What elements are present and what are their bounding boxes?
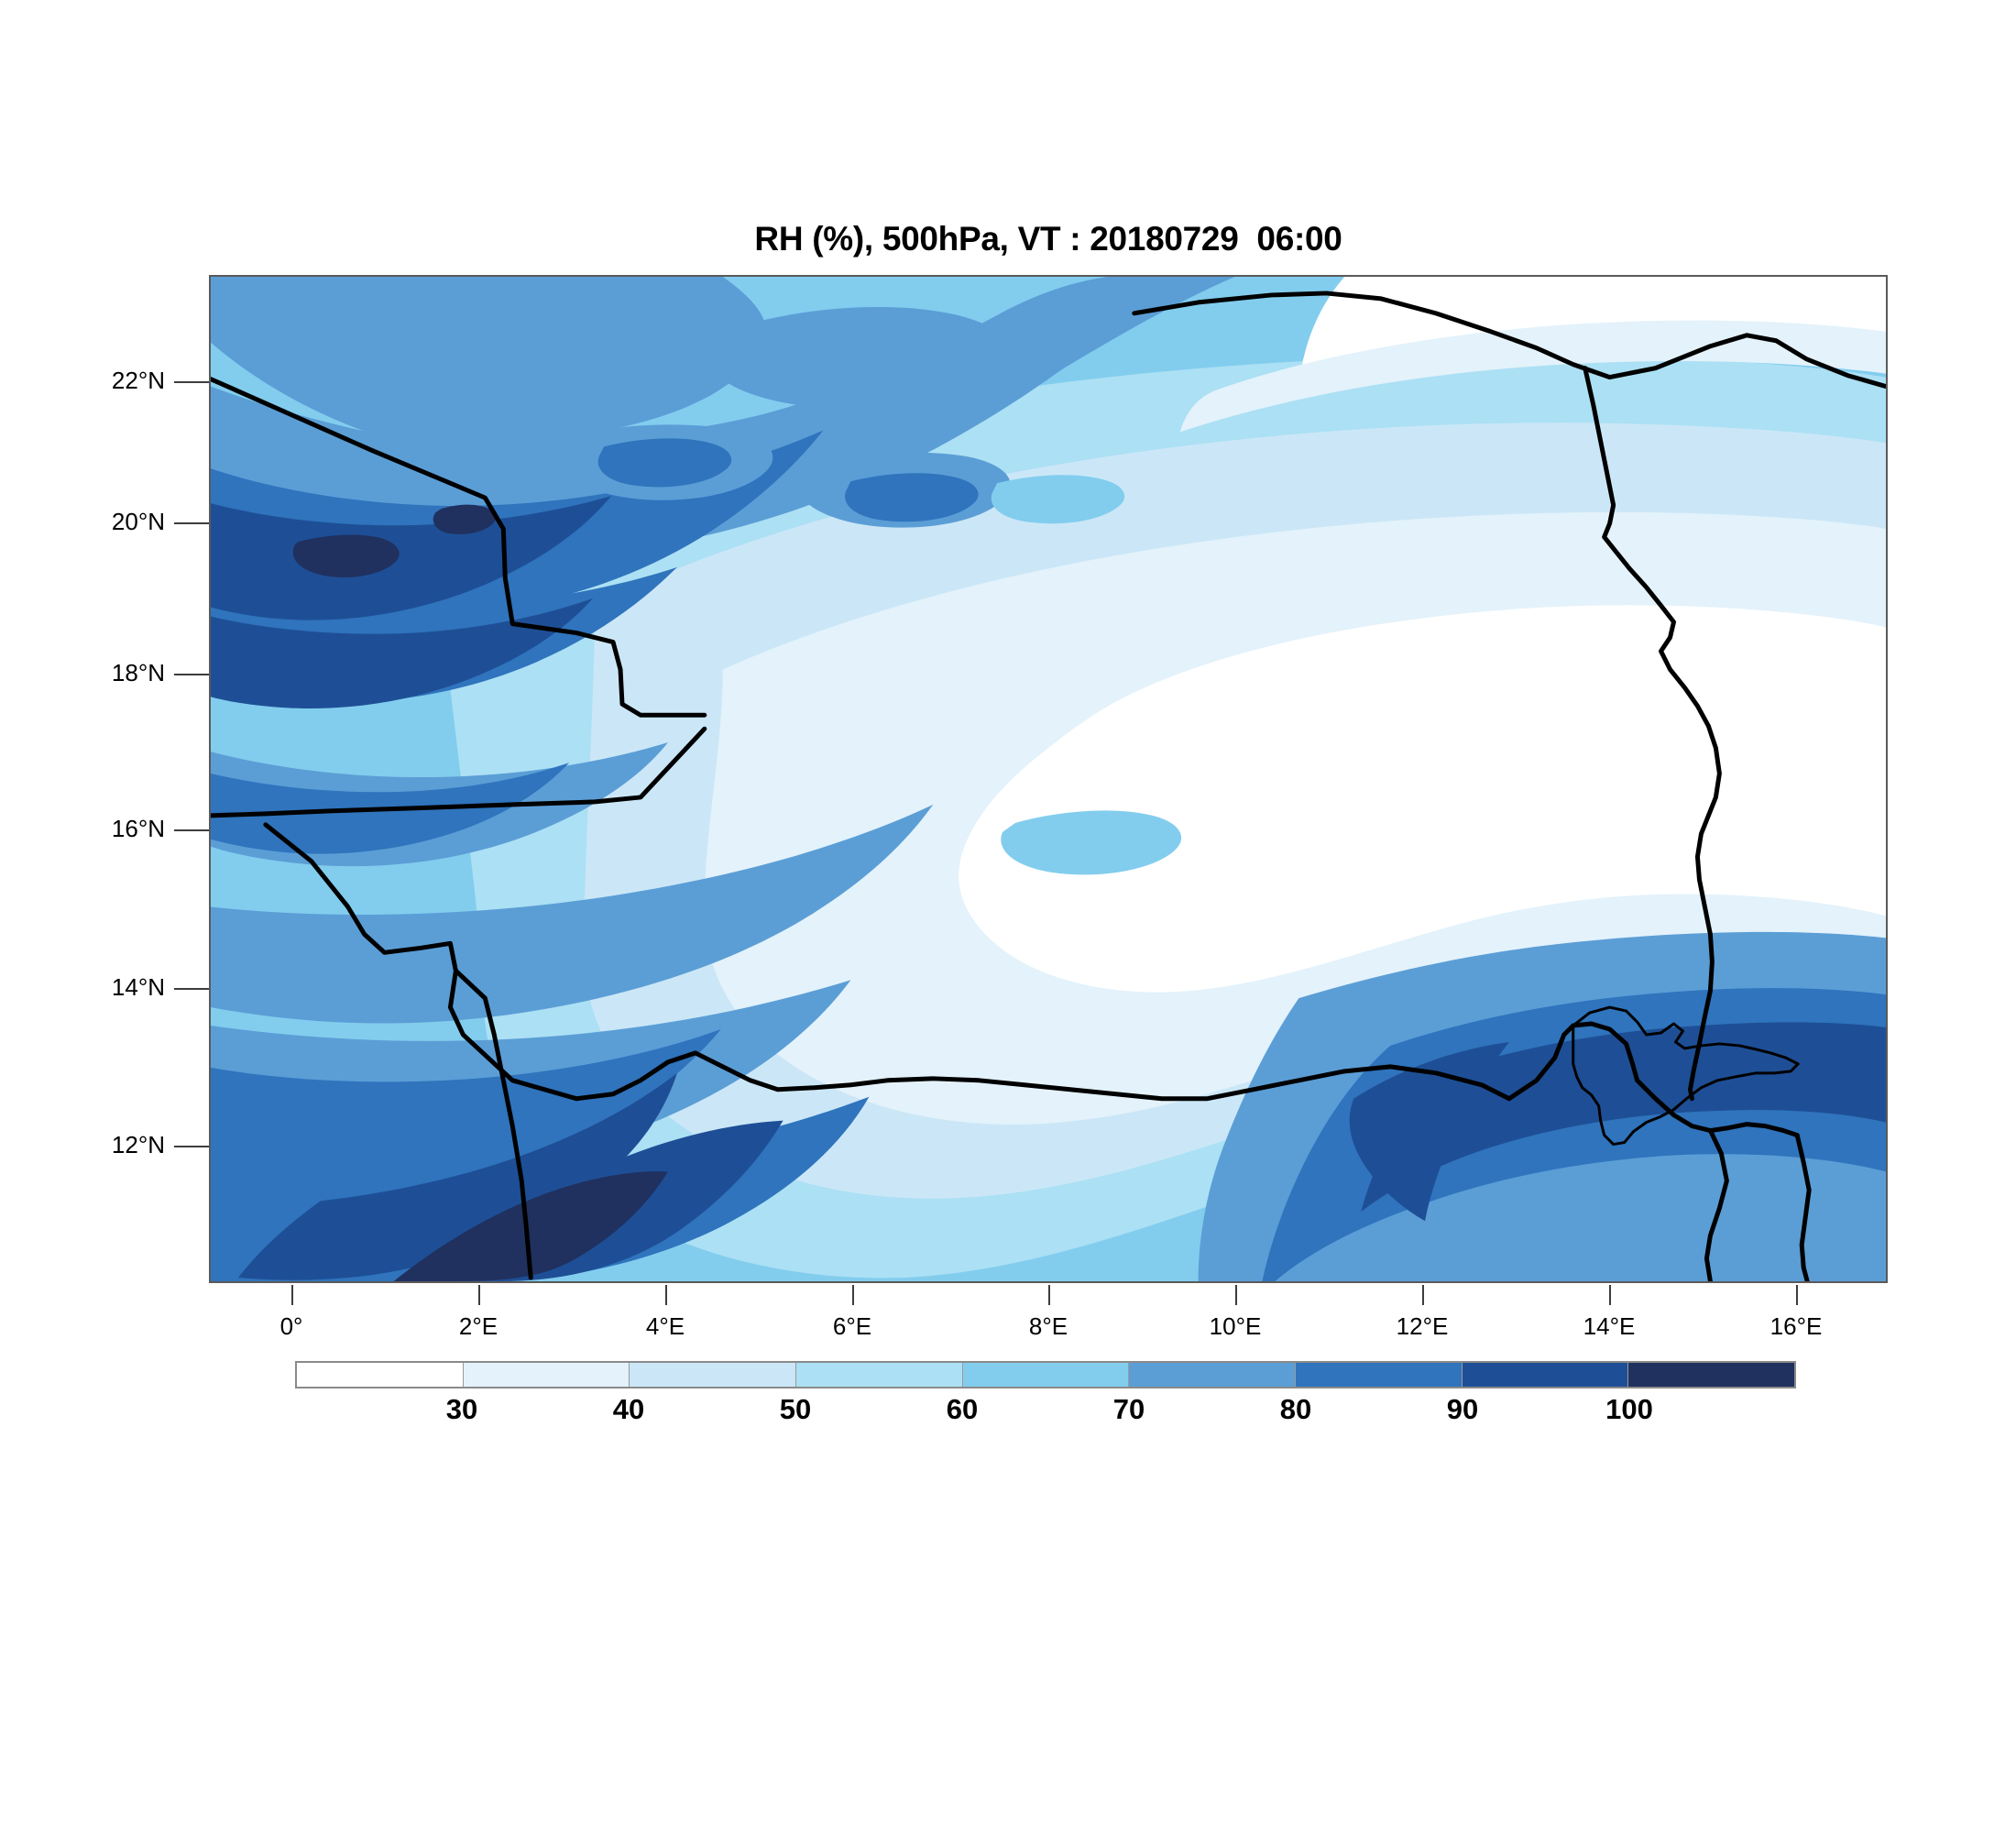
contour-patch-70-80-north-a [706, 307, 1009, 410]
ytick-line-22N [174, 381, 209, 383]
xtick-line-2E [478, 1285, 480, 1305]
border-nigeria-cameroon [1704, 1128, 1729, 1281]
ytick-line-16N [174, 829, 209, 831]
colorbar-band-90-100 [1461, 1363, 1628, 1387]
xtick-line-4E [665, 1285, 667, 1305]
colorbar-band-50-60 [795, 1363, 962, 1387]
carve-60-70-d8 [1015, 434, 1886, 556]
xtick-line-10E [1235, 1285, 1237, 1305]
xtick-label-2E: 2°E [458, 1312, 499, 1340]
xtick-line-14E [1609, 1285, 1611, 1305]
colorbar-tick-70: 70 [1112, 1393, 1145, 1425]
ytick-label-18N: 18°N [111, 659, 165, 686]
contour-band-90-100-sw [237, 1072, 677, 1280]
country-borders [211, 291, 1886, 1281]
ytick-line-20N [174, 522, 209, 524]
ytick-label-22N: 22°N [111, 367, 165, 394]
colorbar[interactable] [295, 1361, 1796, 1388]
contour-band-80-90-sw [211, 1029, 721, 1203]
xtick-line-8E [1048, 1285, 1050, 1305]
ytick-line-14N [174, 988, 209, 990]
carve-60-70-d3 [959, 605, 1886, 993]
colorbar-tick-90: 90 [1446, 1393, 1479, 1425]
border-chad-cameroon [1794, 1133, 1812, 1281]
contour-patch-70-80-north-b [485, 285, 666, 358]
xtick-label-10E: 10°E [1209, 1312, 1262, 1340]
xtick-line-12E [1422, 1285, 1424, 1305]
xtick-line-6E [852, 1285, 854, 1305]
contour-patch-80-90-mid [845, 473, 979, 522]
contour-band-gt100-nw-spot2 [433, 504, 496, 534]
border-lake-chad-outline [1572, 1005, 1800, 1147]
xtick-label-4E: 4°E [645, 1312, 685, 1340]
xtick-label-8E: 8°E [1028, 1312, 1068, 1340]
contour-band-90-100-nw [211, 496, 612, 620]
border-burkina-benin [263, 822, 579, 1102]
colorbar-tick-30: 30 [445, 1393, 478, 1425]
colorbar-tick-80: 80 [1279, 1393, 1312, 1425]
ytick-label-20N: 20°N [111, 508, 165, 535]
colorbar-band-gt100 [1627, 1363, 1795, 1387]
xtick-label-16E: 16°E [1769, 1312, 1823, 1340]
colorbar-band-80-90 [1295, 1363, 1462, 1387]
colorbar-tick-60: 60 [946, 1393, 979, 1425]
border-benin-nigeria [453, 968, 533, 1280]
xtick-label-14E: 14°E [1583, 1312, 1636, 1340]
border-niger-chad [1507, 1021, 1800, 1138]
colorbar-tick-50: 50 [779, 1393, 812, 1425]
ytick-line-12N [174, 1146, 209, 1147]
border-niger-nigeria [574, 1050, 1512, 1102]
border-algeria-niger [211, 377, 707, 718]
ytick-label-16N: 16°N [111, 815, 165, 842]
border-mali-niger [211, 726, 707, 818]
xtick-line-16E [1796, 1285, 1798, 1305]
contour-patch-60-70-uc [991, 475, 1125, 524]
contour-band-90-100-nw-b [211, 598, 594, 709]
map-plot-area[interactable] [209, 275, 1888, 1283]
ytick-line-18N [174, 674, 209, 675]
xtick-label-6E: 6°E [832, 1312, 872, 1340]
xtick-label-12E: 12°E [1396, 1312, 1449, 1340]
border-niger-libya [1132, 291, 1886, 390]
page-title: RH (%), 500hPa, VT : 20180729 06:00 [754, 220, 1342, 258]
ytick-label-14N: 14°N [111, 973, 165, 1001]
contour-band-gt100-sw [393, 1171, 668, 1281]
xtick-line-0 [291, 1285, 293, 1305]
colorbar-band-lt30 [297, 1363, 463, 1387]
colorbar-band-60-70 [961, 1363, 1129, 1387]
xtick-label-0: 0° [279, 1312, 303, 1340]
contour-band-90-100-se [1361, 1022, 1886, 1213]
colorbar-band-40-50 [629, 1363, 796, 1387]
ytick-label-12N: 12°N [111, 1131, 165, 1158]
border-niger-chad-north [1583, 366, 1722, 1102]
contour-band-70-80-nw2 [211, 335, 1107, 557]
colorbar-tick-100: 100 [1605, 1393, 1653, 1425]
colorbar-tick-40: 40 [612, 1393, 645, 1425]
contour-patch-80-90-mid2 [597, 438, 732, 488]
contour-band-gt100-nw-spot [292, 534, 400, 578]
colorbar-band-30-40 [462, 1363, 630, 1387]
contour-band-90-100-se-b [1349, 1041, 1509, 1222]
rh-contour-map [211, 277, 1886, 1281]
contour-patch-60-70-mc [1001, 810, 1182, 875]
contour-band-70-80-sw [211, 804, 934, 1024]
colorbar-band-70-80 [1128, 1363, 1296, 1387]
